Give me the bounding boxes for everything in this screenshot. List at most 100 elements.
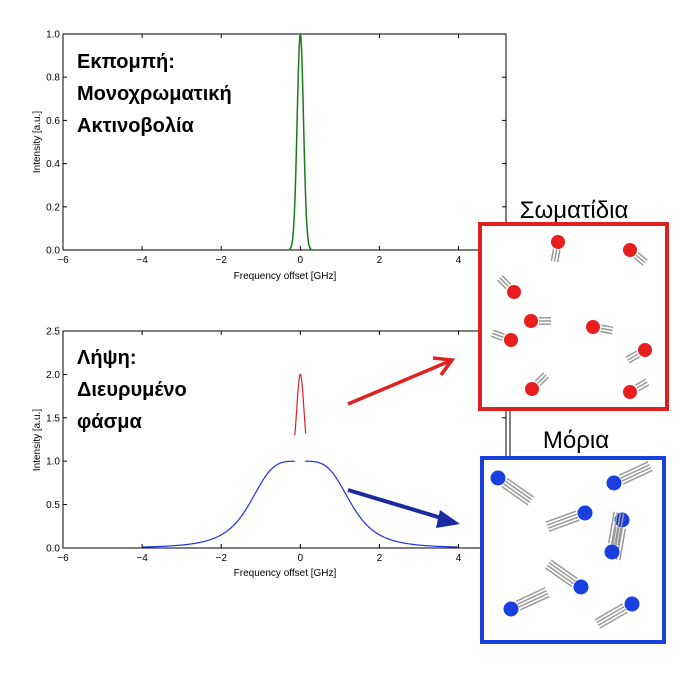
x-tick-label: −2 bbox=[216, 255, 228, 266]
motion-trail bbox=[621, 466, 652, 482]
motion-trail bbox=[633, 257, 644, 266]
particle-dot bbox=[623, 243, 637, 257]
y-tick-label: 0.6 bbox=[46, 116, 60, 127]
x-tick-label: 0 bbox=[298, 255, 304, 266]
motion-trail bbox=[597, 608, 627, 627]
motion-trail bbox=[599, 611, 628, 629]
motion-trail bbox=[617, 513, 625, 546]
motion-trail bbox=[594, 603, 624, 621]
particle-dot bbox=[504, 333, 518, 347]
particles-frame bbox=[478, 222, 669, 411]
x-tick-label: −4 bbox=[136, 553, 148, 564]
motion-trail bbox=[614, 512, 622, 545]
molecules-box: Μόρια bbox=[480, 427, 666, 644]
y-tick-label: 0.8 bbox=[46, 73, 60, 84]
motion-trail bbox=[545, 510, 577, 523]
red-arrow bbox=[347, 356, 456, 406]
particle-dot bbox=[623, 385, 637, 399]
particles-box: Σωματίδια bbox=[478, 197, 669, 411]
molecules-group bbox=[490, 461, 653, 629]
motion-trail bbox=[493, 329, 505, 335]
motion-trail bbox=[539, 376, 549, 387]
bottom-annotation-line-2: Διευρυμένο bbox=[77, 379, 187, 401]
bottom-narrow-peak bbox=[294, 373, 307, 436]
motion-trail bbox=[497, 279, 507, 290]
particle-dot bbox=[638, 343, 652, 357]
x-tick-label: −6 bbox=[57, 553, 69, 564]
motion-trail bbox=[636, 381, 648, 389]
motion-trail bbox=[596, 605, 625, 624]
motion-trail bbox=[517, 589, 547, 605]
y-tick-label: 1.5 bbox=[46, 413, 60, 424]
motion-trail bbox=[638, 384, 650, 392]
motion-trail bbox=[499, 277, 509, 287]
bottom-y-axis-label: Intensity [a.u.] bbox=[32, 409, 43, 471]
bottom-chart: −6 −4 −2 0 2 4 0.0 0.5 1.0 1.5 2.0 2.5 Frequency o… bbox=[32, 327, 507, 579]
molecules-title: Μόρια bbox=[543, 427, 609, 454]
motion-trail bbox=[547, 516, 579, 529]
y-tick-label: 1.0 bbox=[46, 30, 60, 41]
x-tick-label: 0 bbox=[298, 553, 304, 564]
motion-trail bbox=[628, 356, 641, 364]
particles-title: Σωματίδια bbox=[520, 197, 629, 224]
motion-trail bbox=[546, 564, 574, 585]
particles-group bbox=[490, 235, 652, 399]
particle-dot bbox=[524, 314, 538, 328]
motion-trail bbox=[537, 374, 547, 384]
y-tick-label: 1.0 bbox=[46, 457, 60, 468]
blue-arrow bbox=[347, 488, 460, 528]
motion-trail bbox=[506, 478, 534, 498]
molecule-dot bbox=[624, 596, 640, 612]
motion-trail bbox=[625, 350, 637, 358]
motion-trail bbox=[622, 469, 653, 485]
top-annotation-line-1: Εκπομπή: bbox=[77, 51, 175, 73]
top-y-axis-label: Intensity [a.u.] bbox=[32, 111, 43, 173]
motion-trail bbox=[491, 332, 504, 338]
y-tick-label: 0.5 bbox=[46, 500, 60, 511]
motion-trail bbox=[546, 513, 578, 526]
y-tick-label: 2.5 bbox=[46, 327, 60, 338]
top-y-ticks: 0.0 0.2 0.4 0.6 0.8 1.0 bbox=[46, 30, 506, 257]
y-tick-label: 0.0 bbox=[46, 544, 60, 555]
motion-trail bbox=[534, 372, 545, 382]
top-chart: −6 −4 −2 0 2 4 0.0 0.2 0.4 0.6 0.8 1.0 Frequency o… bbox=[32, 30, 507, 282]
top-plot-frame bbox=[62, 33, 507, 251]
motion-trail bbox=[501, 275, 512, 285]
y-tick-label: 2.0 bbox=[46, 370, 60, 381]
motion-trail bbox=[607, 511, 615, 544]
top-emission-line bbox=[286, 32, 315, 251]
motion-trail bbox=[545, 567, 573, 587]
bottom-x-axis-label: Frequency offset [GHz] bbox=[234, 568, 337, 579]
motion-trail bbox=[611, 512, 619, 544]
bottom-annotation-line-1: Λήψη: bbox=[77, 347, 137, 369]
y-tick-label: 0.2 bbox=[46, 202, 60, 213]
motion-trail bbox=[600, 330, 613, 335]
motion-trail bbox=[634, 378, 647, 386]
molecule-dot bbox=[573, 579, 589, 595]
x-tick-label: 4 bbox=[456, 255, 462, 266]
particle-dot bbox=[586, 320, 600, 334]
molecule-dot bbox=[490, 470, 506, 486]
motion-trail bbox=[501, 485, 529, 506]
molecule-dot bbox=[606, 475, 622, 491]
motion-trail bbox=[550, 559, 578, 580]
motion-trail bbox=[618, 461, 649, 476]
motion-trail bbox=[553, 249, 558, 262]
motion-trail bbox=[505, 480, 533, 501]
x-tick-label: 2 bbox=[377, 255, 383, 266]
motion-trail bbox=[490, 335, 503, 341]
motion-trail bbox=[637, 252, 648, 261]
x-tick-label: −2 bbox=[216, 553, 228, 564]
motion-trail bbox=[600, 327, 613, 332]
bottom-x-ticks: −6 −4 −2 0 2 4 bbox=[57, 331, 462, 564]
motion-trail bbox=[548, 562, 576, 582]
bottom-plot-frame bbox=[62, 330, 507, 549]
top-x-ticks: −6 −4 −2 0 2 4 bbox=[57, 34, 462, 266]
molecule-dot bbox=[503, 601, 519, 617]
motion-trail bbox=[635, 254, 646, 264]
y-tick-label: 0.0 bbox=[46, 246, 60, 257]
top-annotation-line-3: Ακτινοβολία bbox=[77, 115, 195, 137]
bottom-annotation-line-3: φάσμα bbox=[77, 411, 143, 433]
particle-dot bbox=[525, 382, 539, 396]
